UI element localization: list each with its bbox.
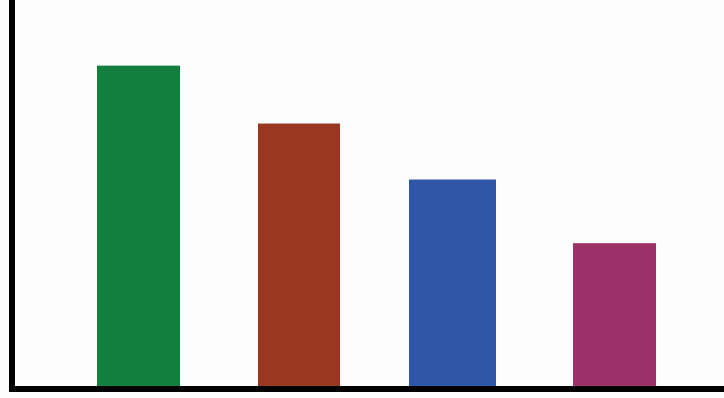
bar-1: [97, 65, 180, 387]
bars-group: [97, 65, 656, 387]
bar-3: [409, 179, 496, 386]
bar-2: [258, 123, 340, 387]
bar-4: [573, 243, 656, 386]
